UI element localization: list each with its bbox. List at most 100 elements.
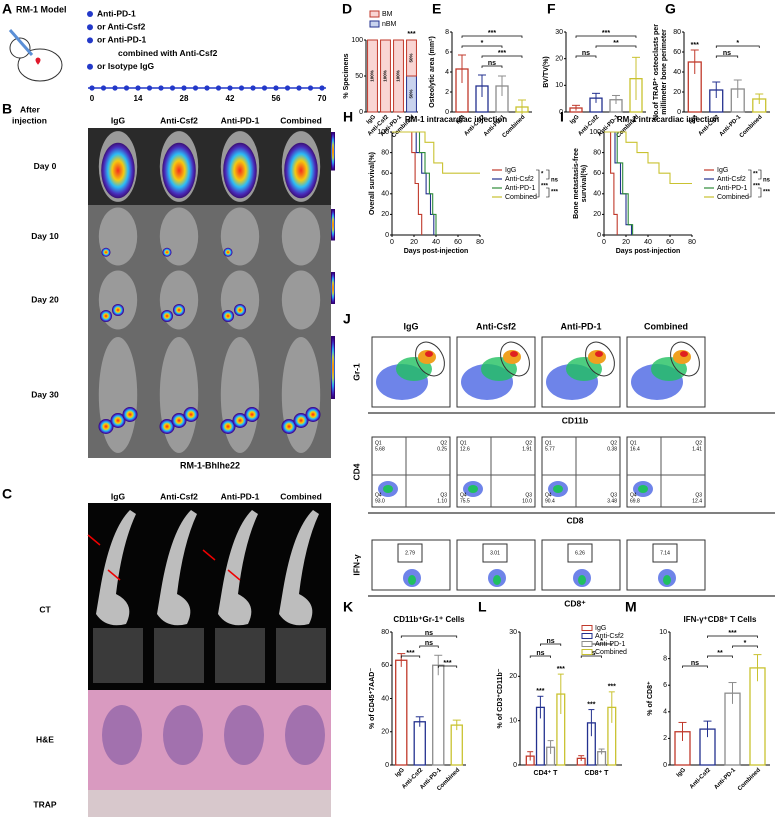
legend-label: IgG [717, 167, 728, 174]
quadrant-value: 10.0 [522, 498, 532, 504]
quadrant-value: 12.6 [460, 446, 470, 452]
survival-curve [392, 131, 435, 235]
x-tick-label: 20 [622, 239, 630, 246]
panel-letter: G [665, 1, 676, 17]
sig-label: *** [557, 666, 565, 673]
signal [232, 413, 248, 428]
signal [223, 142, 257, 199]
y-tick-label: 4 [663, 709, 667, 716]
sig-bracket [748, 169, 762, 198]
gate-value: 2.79 [405, 550, 415, 556]
survival-curve [604, 131, 692, 185]
gate [500, 341, 530, 377]
legend-label: Anti-PD-1 [505, 185, 535, 192]
y-tick-label: 50 [355, 73, 363, 80]
quadrant-name: Q4 [375, 492, 382, 498]
value-label: 100% [370, 70, 375, 82]
y-tick-label: 20 [673, 89, 681, 96]
quadrant-value: 69.8 [630, 498, 640, 504]
legend-label: Combined [505, 194, 537, 201]
sig-bracket [540, 643, 562, 646]
quadrant-name: Q2 [440, 440, 447, 446]
timeline-label: 56 [272, 94, 281, 103]
y-tick-label: 60 [593, 170, 601, 177]
x-tick-label: IgG [676, 767, 688, 779]
color-scale [331, 209, 335, 241]
sig-bracket [715, 55, 739, 58]
x-tick-label: IgG [455, 114, 467, 126]
dose-dot [89, 85, 95, 91]
y-axis-label: % of CD8⁺ [647, 681, 654, 716]
x-tick-label: IgG [688, 114, 700, 126]
y-axis-label: No.of TRAP⁺ osteoclasts per [653, 24, 660, 120]
signal [112, 304, 124, 316]
quadrant-name: Q3 [695, 492, 702, 498]
density [663, 575, 671, 585]
chart-title: IFN-γ⁺CD8⁺ T Cells [684, 615, 757, 624]
x-tick-label: 60 [666, 239, 674, 246]
bar-segment [380, 39, 391, 113]
quadrant-name: Q4 [460, 492, 467, 498]
column-header: Anti-Csf2 [160, 115, 198, 125]
y-tick-label: 40 [381, 695, 389, 702]
y-tick-label: 60 [381, 662, 389, 669]
ct-slice [93, 628, 143, 683]
y-tick-label: 20 [381, 729, 389, 736]
signal [171, 413, 187, 428]
tumor [285, 705, 325, 765]
legend-swatch [581, 649, 593, 655]
panel-letter: C [2, 486, 12, 502]
y-axis-label: Bone metastasis-free [573, 148, 580, 219]
x-tick-label: 60 [454, 239, 462, 246]
value-label: 100% [396, 70, 401, 82]
y-tick-label: 8 [445, 29, 449, 36]
dose-dot [169, 85, 176, 91]
dose-dot [123, 85, 130, 91]
sig-bracket [461, 45, 503, 48]
model-title: RM-1 Model [16, 4, 67, 14]
legend-label: Anti-Csf2 [595, 633, 624, 640]
y-tick-label: 0 [359, 109, 363, 116]
value-label: 100% [383, 70, 388, 82]
sig-label: *** [541, 184, 549, 190]
quadrant-name: Q1 [545, 440, 552, 446]
mouse [159, 337, 199, 453]
quadrant-name: Q1 [375, 440, 382, 446]
chart-title: RM-1 intracardiac injection [617, 115, 719, 124]
gate [415, 341, 445, 377]
tumor [163, 705, 203, 765]
sig-bracket [575, 35, 637, 38]
flow-plot [371, 539, 451, 591]
dose-dot [238, 85, 245, 91]
signal [183, 407, 199, 422]
quadrant-name: Q3 [525, 492, 532, 498]
gate [397, 543, 423, 563]
y-tick-label: 0 [663, 762, 667, 769]
mouse [220, 207, 260, 266]
x-tick-label: 80 [688, 239, 696, 246]
y-tick-label: 80 [593, 149, 601, 156]
color-scale [331, 272, 335, 304]
density [595, 351, 603, 357]
sig-label: * [481, 40, 484, 47]
column-header: Anti-PD-1 [221, 115, 260, 125]
y-tick-label: 20 [555, 56, 563, 63]
quadrant-name: Q2 [610, 440, 617, 446]
sig-bracket [461, 35, 523, 38]
sig-bracket [715, 45, 760, 48]
y-tick-label: 0 [677, 109, 681, 116]
sig-label: ** [753, 172, 758, 178]
sig-label: *** [602, 30, 610, 37]
sig-label: ns [425, 640, 433, 647]
x-tick-label: CD4⁺ T [534, 770, 559, 777]
sig-bracket [575, 55, 597, 58]
y-tick-label: 6 [663, 682, 667, 689]
flow-plot [541, 539, 621, 591]
column-header: IgG [404, 321, 419, 331]
arrow [227, 569, 241, 581]
quadrant-value: 1.41 [692, 446, 702, 452]
signal [305, 407, 321, 422]
gate [670, 341, 700, 377]
panel-letter: H [343, 109, 353, 125]
sig-bracket [682, 665, 708, 668]
